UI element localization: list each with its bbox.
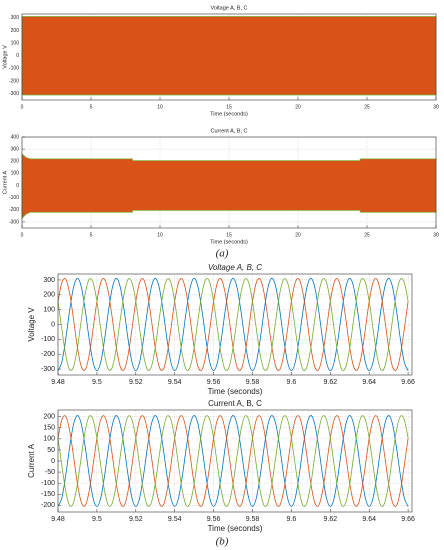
- signal-envelope: [21, 16, 437, 96]
- x-tick-label: 9.56: [207, 379, 221, 386]
- y-tick-label: -200: [41, 502, 55, 509]
- x-tick-label: 9.52: [129, 379, 143, 386]
- x-tick-label: 9.62: [323, 516, 337, 523]
- x-tick-label: 9.48: [51, 379, 65, 386]
- x-tick-label: 10: [157, 232, 163, 238]
- x-tick-label: 0: [21, 232, 24, 238]
- y-tick-label: 200: [43, 292, 55, 299]
- y-tick-label: -100: [41, 336, 55, 343]
- x-tick-label: 9.5: [92, 516, 102, 523]
- x-tick-label: 10: [157, 104, 163, 110]
- y-tick-label: -200: [9, 78, 19, 84]
- phase-line: [57, 415, 409, 507]
- phase-line: [57, 278, 409, 371]
- plot-frame: [57, 273, 413, 376]
- y-axis-label: Voltage V: [2, 45, 8, 69]
- x-tick-label: 9.52: [129, 516, 143, 523]
- plot-frame: [21, 13, 437, 101]
- x-tick-label: 25: [364, 232, 370, 238]
- y-tick-label: 0: [51, 321, 55, 328]
- x-tick-label: 9.6: [287, 516, 297, 523]
- x-tick-label: 9.64: [362, 379, 376, 386]
- phase-line: [57, 415, 409, 507]
- y-tick-label: -200: [9, 207, 19, 213]
- x-tick-label: 5: [90, 104, 93, 110]
- chart-title: Current A, B, C: [208, 399, 262, 408]
- y-axis-label: Current A: [27, 443, 36, 477]
- y-tick-label: 100: [43, 306, 55, 313]
- y-tick-label: -300: [41, 366, 55, 373]
- y-tick-label: 0: [16, 183, 19, 189]
- y-tick-label: 0: [16, 53, 19, 59]
- y-tick-label: -100: [9, 66, 19, 72]
- y-tick-label: -100: [41, 480, 55, 487]
- phase-line: [57, 277, 409, 372]
- x-tick-label: 9.62: [323, 379, 337, 386]
- x-tick-label: 30: [433, 104, 439, 110]
- chart-title: Current A, B, C: [211, 128, 248, 134]
- y-tick-label: 100: [11, 171, 20, 177]
- y-tick-label: 50: [47, 447, 55, 454]
- x-tick-label: 5: [90, 232, 93, 238]
- y-tick-label: 0: [51, 458, 55, 465]
- y-tick-label: 400: [11, 134, 20, 140]
- y-tick-label: -200: [41, 351, 55, 358]
- x-tick-label: 9.48: [51, 516, 65, 523]
- y-tick-label: 100: [43, 436, 55, 443]
- y-tick-label: 100: [11, 40, 20, 46]
- x-axis-label: Time (seconds): [210, 111, 248, 117]
- y-axis-label: Current A: [2, 171, 8, 195]
- x-tick-label: 0: [21, 104, 24, 110]
- chart-title: Voltage A, B, C: [208, 263, 262, 272]
- x-tick-label: 9.66: [401, 516, 415, 523]
- x-tick-label: 9.58: [246, 516, 260, 523]
- signal-envelope: [21, 153, 437, 220]
- x-tick-label: 15: [226, 232, 232, 238]
- y-tick-label: -300: [9, 219, 19, 225]
- x-tick-label: 9.6: [287, 379, 297, 386]
- x-tick-label: 9.58: [246, 379, 260, 386]
- x-tick-label: 25: [364, 104, 370, 110]
- chart-title: Voltage A, B, C: [211, 5, 248, 11]
- y-tick-label: 200: [11, 159, 20, 165]
- y-tick-label: 200: [11, 28, 20, 34]
- caption: (a): [216, 248, 229, 260]
- x-axis-label: Time (seconds): [210, 239, 248, 245]
- x-tick-label: 9.64: [362, 516, 376, 523]
- x-tick-label: 30: [433, 232, 439, 238]
- plot-frame: [57, 409, 413, 513]
- y-tick-label: -100: [9, 195, 19, 201]
- x-tick-label: 9.5: [92, 379, 102, 386]
- caption: (b): [216, 536, 229, 548]
- y-axis-label: Voltage V: [27, 307, 36, 342]
- x-tick-label: 9.66: [401, 379, 415, 386]
- y-tick-label: 300: [43, 277, 55, 284]
- x-tick-label: 20: [295, 104, 301, 110]
- x-tick-label: 9.56: [207, 516, 221, 523]
- y-tick-label: -50: [45, 469, 55, 476]
- y-tick-label: 200: [43, 413, 55, 420]
- x-tick-label: 9.54: [168, 516, 182, 523]
- y-tick-label: 300: [11, 15, 20, 21]
- y-tick-label: -300: [9, 91, 19, 97]
- x-tick-label: 15: [226, 104, 232, 110]
- plot-frame: [21, 136, 437, 229]
- y-tick-label: 300: [11, 146, 20, 152]
- y-tick-label: -150: [41, 491, 55, 498]
- y-tick-label: 150: [43, 425, 55, 432]
- x-axis-label: Time (seconds): [208, 524, 263, 533]
- x-tick-label: 9.54: [168, 379, 182, 386]
- x-axis-label: Time (seconds): [208, 387, 263, 396]
- x-tick-label: 20: [295, 232, 301, 238]
